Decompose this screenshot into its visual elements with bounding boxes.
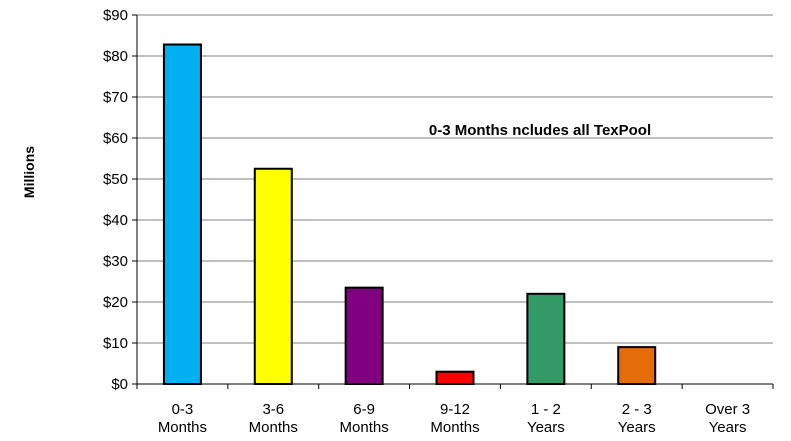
x-tick-label: 2 - 3 Years <box>618 401 656 436</box>
y-axis-ticks: $0 $10 $20 $30 $40 $50 $60 $70 $80 $90 <box>103 7 137 393</box>
y-tick-label: $80 <box>103 48 128 65</box>
x-axis-labels: 0-3 Months 3-6 Months 6-9 Months 9-12 Months 1 -… <box>158 401 750 436</box>
x-tick-label: 0-3 Months <box>158 401 207 436</box>
y-tick-label: $70 <box>103 89 128 106</box>
bar <box>435 370 475 386</box>
bar <box>162 43 202 386</box>
y-tick-label: $90 <box>103 7 128 24</box>
chart-annotation: 0-3 Months ncludes all TexPool <box>429 122 651 139</box>
y-tick-label: $20 <box>103 294 128 311</box>
gridlines <box>137 14 773 344</box>
x-tick-label: 1 - 2 Years <box>527 401 565 436</box>
x-tick-label: Over 3 Years <box>705 401 750 436</box>
y-tick-label: $50 <box>103 171 128 188</box>
bar <box>344 286 384 385</box>
y-tick-label: $40 <box>103 212 128 229</box>
bar <box>617 346 657 386</box>
x-tick-label: 9-12 Months <box>430 401 479 436</box>
axes <box>136 15 774 389</box>
x-tick-label: 6-9 Months <box>340 401 389 436</box>
y-tick-label: $10 <box>103 335 128 352</box>
y-tick-label: $0 <box>111 376 128 393</box>
x-tick-label: 3-6 Months <box>249 401 298 436</box>
y-tick-label: $30 <box>103 253 128 270</box>
y-axis-title: Millions <box>21 146 37 198</box>
y-tick-label: $60 <box>103 130 128 147</box>
bar <box>526 292 566 385</box>
bars <box>162 43 657 386</box>
bar <box>253 167 293 385</box>
